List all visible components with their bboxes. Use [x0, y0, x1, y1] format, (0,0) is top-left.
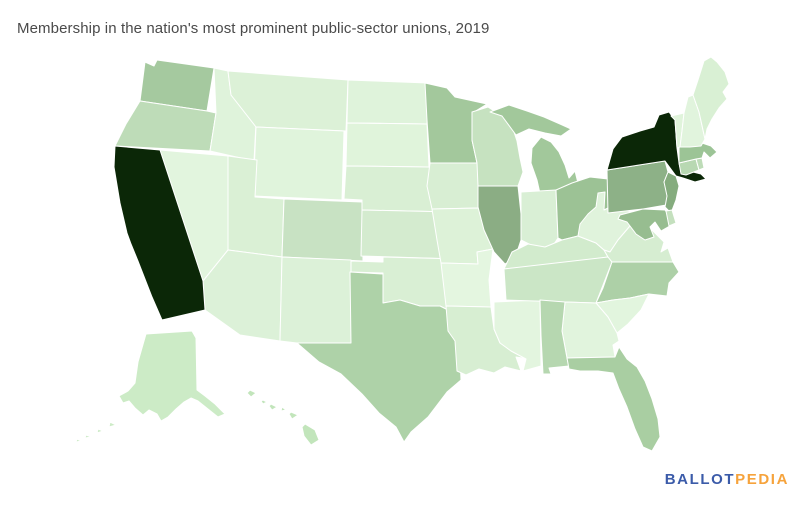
state-indiana[interactable] [520, 189, 559, 251]
state-florida[interactable] [566, 346, 661, 452]
state-michigan[interactable] [489, 104, 579, 200]
state-wyoming[interactable] [252, 126, 345, 201]
states-layer [75, 56, 730, 452]
state-alabama[interactable] [539, 299, 570, 375]
state-maine[interactable] [692, 56, 730, 140]
state-north-dakota[interactable] [346, 79, 429, 125]
state-hawaii[interactable] [246, 389, 320, 446]
ballotpedia-logo: BALLOTPEDIA [665, 471, 789, 488]
state-delaware[interactable] [665, 209, 677, 227]
state-alaska[interactable] [75, 330, 226, 443]
state-tennessee[interactable] [503, 256, 613, 304]
state-colorado[interactable] [281, 198, 364, 262]
chart-title: Membership in the nation's most prominen… [17, 20, 490, 37]
state-texas[interactable] [296, 271, 462, 443]
state-california[interactable] [113, 145, 206, 321]
state-new-hampshire[interactable] [679, 94, 706, 148]
state-new-mexico[interactable] [279, 256, 352, 345]
state-massachusetts[interactable] [678, 142, 718, 164]
logo-text-ballot: BALLOT [664, 471, 736, 488]
logo-text-pedia: PEDIA [735, 471, 789, 488]
state-south-dakota[interactable] [345, 122, 430, 168]
state-new-jersey[interactable] [663, 171, 680, 214]
